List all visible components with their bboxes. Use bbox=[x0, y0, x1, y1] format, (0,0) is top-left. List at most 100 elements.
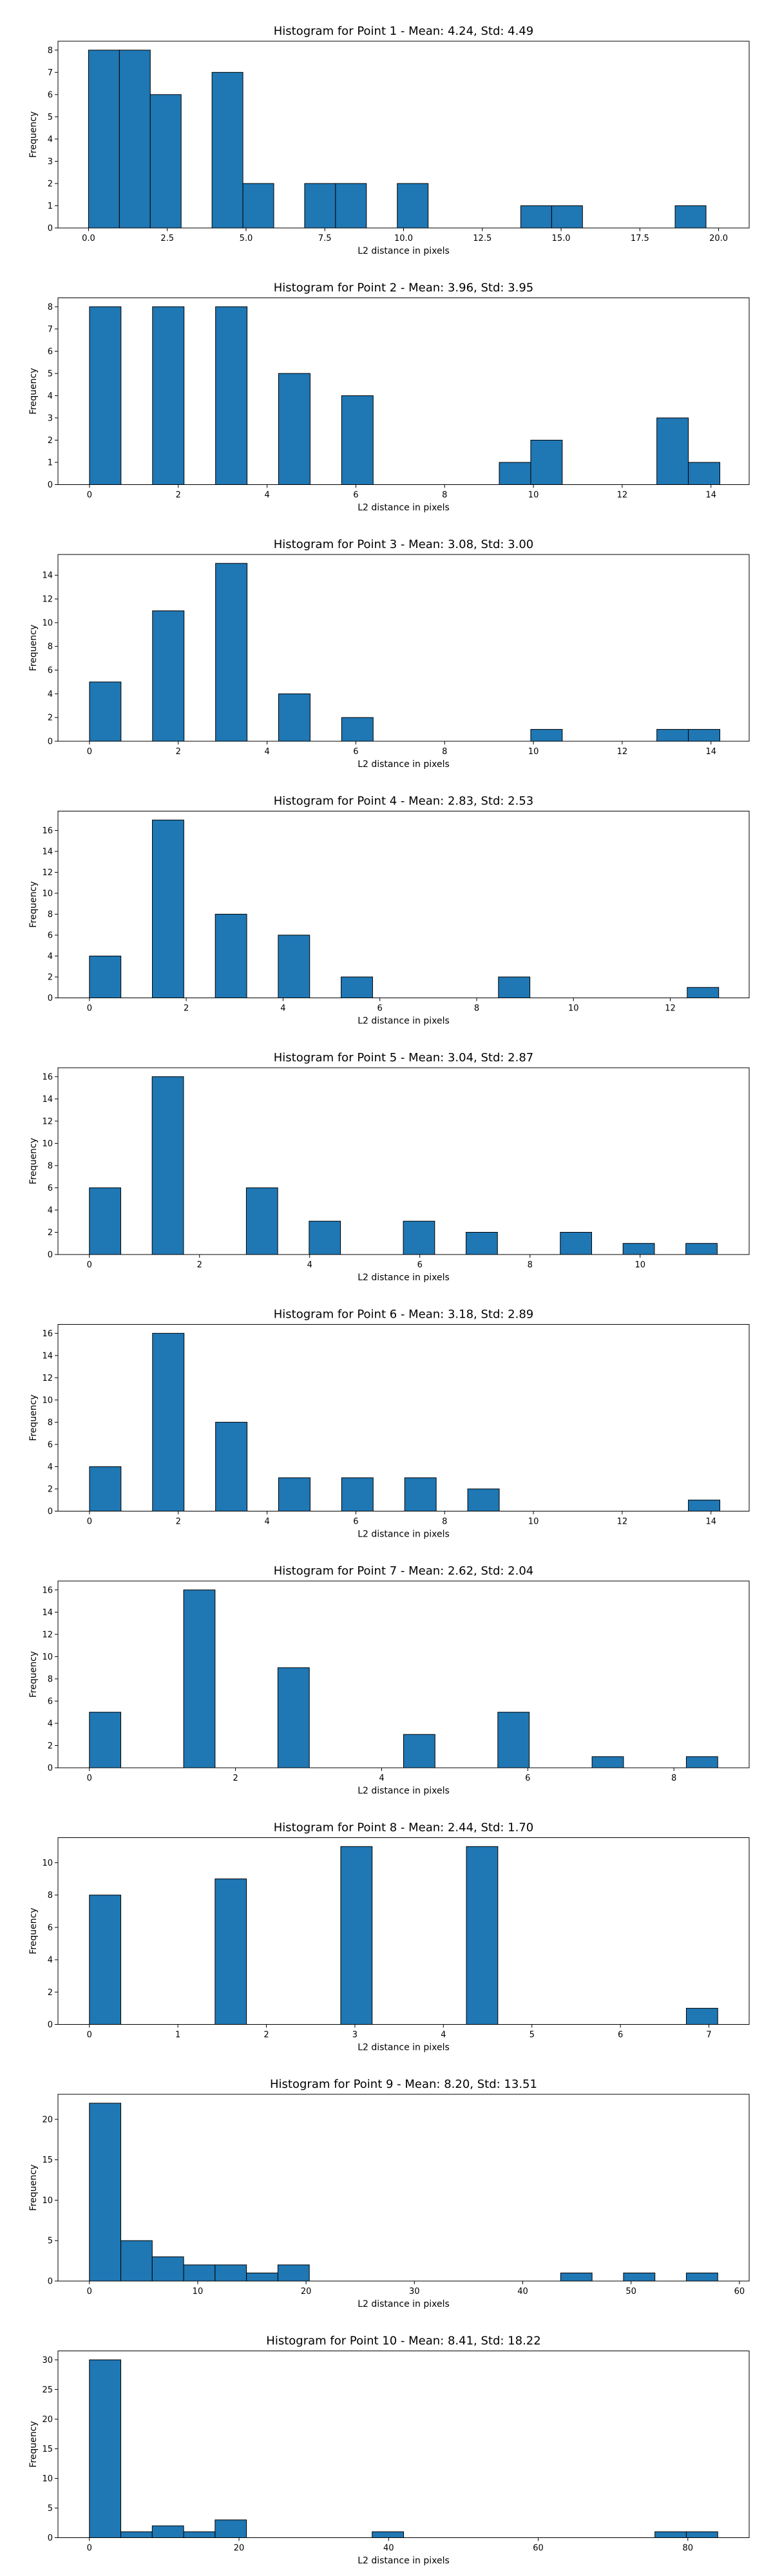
y-tick-label: 8 bbox=[48, 46, 53, 55]
y-tick-label: 14 bbox=[42, 1351, 53, 1361]
histogram-panel-2: Histogram for Point 2 - Mean: 3.96, Std:… bbox=[28, 281, 750, 513]
x-tick-label: 0.0 bbox=[82, 234, 95, 243]
y-tick-label: 10 bbox=[42, 1653, 53, 1662]
x-tick-label: 6 bbox=[525, 1774, 530, 1783]
x-tick-label: 8 bbox=[442, 491, 447, 500]
y-tick-label: 8 bbox=[48, 303, 53, 312]
y-tick-label: 12 bbox=[42, 1374, 53, 1383]
y-tick-label: 14 bbox=[42, 848, 53, 857]
y-tick-label: 2 bbox=[48, 1988, 53, 1998]
histogram-bar bbox=[687, 987, 720, 999]
y-axis-label: Frequency bbox=[28, 1394, 39, 1441]
histogram-bar bbox=[688, 1499, 721, 1511]
y-tick-label: 20 bbox=[42, 2415, 53, 2425]
y-tick-label: 5 bbox=[48, 113, 53, 122]
x-tick-label: 0 bbox=[87, 2031, 92, 2040]
y-tick-label: 4 bbox=[48, 1956, 53, 1965]
chart-title: Histogram for Point 8 - Mean: 2.44, Std:… bbox=[274, 1821, 534, 1835]
y-axis-label: Frequency bbox=[28, 111, 39, 158]
y-axis-label: Frequency bbox=[28, 1138, 39, 1184]
y-tick-label: 14 bbox=[42, 1608, 53, 1618]
y-tick-label: 7 bbox=[48, 325, 53, 334]
y-tick-label: 15 bbox=[42, 2445, 53, 2454]
x-tick-label: 7 bbox=[706, 2031, 711, 2040]
histogram-bar bbox=[467, 1488, 500, 1511]
x-tick-label: 4 bbox=[379, 1774, 384, 1783]
histogram-bar bbox=[466, 1231, 498, 1255]
x-tick-label: 4 bbox=[441, 2031, 446, 2040]
x-tick-label: 14 bbox=[705, 747, 716, 757]
y-tick-label: 6 bbox=[48, 1923, 53, 1933]
y-tick-label: 3 bbox=[48, 413, 53, 423]
x-tick-label: 17.5 bbox=[631, 234, 649, 243]
y-tick-label: 8 bbox=[48, 642, 53, 652]
histogram-bar bbox=[622, 1243, 655, 1255]
x-tick-label: 8 bbox=[528, 1260, 533, 1270]
y-tick-label: 14 bbox=[42, 571, 53, 581]
histogram-panel-3: Histogram for Point 3 - Mean: 3.08, Std:… bbox=[28, 538, 750, 770]
axes-frame bbox=[57, 2094, 750, 2282]
y-tick-label: 8 bbox=[48, 910, 53, 920]
x-tick-label: 2 bbox=[233, 1774, 238, 1783]
histogram-panel-5: Histogram for Point 5 - Mean: 3.04, Std:… bbox=[28, 1051, 750, 1283]
histogram-bar bbox=[246, 2272, 278, 2282]
x-tick-label: 30 bbox=[409, 2287, 420, 2297]
x-tick-label: 0 bbox=[87, 747, 92, 757]
histogram-bar bbox=[685, 2272, 718, 2282]
histogram-panel-6: Histogram for Point 6 - Mean: 3.18, Std:… bbox=[28, 1308, 750, 1540]
y-tick-label: 3 bbox=[48, 157, 53, 167]
y-tick-label: 25 bbox=[42, 2385, 53, 2395]
histogram-bar bbox=[120, 2531, 153, 2539]
y-axis-label: Frequency bbox=[28, 881, 39, 927]
histogram-bar bbox=[498, 976, 531, 998]
y-tick-label: 10 bbox=[42, 618, 53, 628]
histogram-bar bbox=[89, 956, 122, 999]
histogram-bar bbox=[89, 1466, 122, 1512]
y-axis-label: Frequency bbox=[28, 2421, 39, 2467]
x-tick-label: 6 bbox=[353, 747, 358, 757]
x-axis-label: L2 distance in pixels bbox=[358, 1273, 450, 1283]
y-tick-label: 10 bbox=[42, 2474, 53, 2484]
x-tick-label: 2.5 bbox=[160, 234, 174, 243]
x-tick-label: 3 bbox=[352, 2031, 358, 2040]
y-tick-label: 6 bbox=[48, 90, 53, 100]
y-tick-label: 0 bbox=[48, 480, 53, 490]
x-tick-label: 10 bbox=[635, 1260, 645, 1270]
x-axis-label: L2 distance in pixels bbox=[358, 1530, 450, 1540]
x-tick-label: 4 bbox=[280, 1004, 285, 1014]
axes-frame bbox=[57, 2351, 750, 2538]
x-tick-label: 12.5 bbox=[473, 234, 491, 243]
histogram-bar bbox=[88, 50, 120, 229]
y-tick-label: 14 bbox=[42, 1095, 53, 1104]
histogram-bar bbox=[497, 1712, 530, 1768]
y-tick-label: 6 bbox=[48, 666, 53, 676]
x-tick-label: 20 bbox=[301, 2287, 312, 2297]
histogram-bar bbox=[151, 1076, 184, 1255]
histogram-panel-7: Histogram for Point 7 - Mean: 2.62, Std:… bbox=[28, 1564, 750, 1796]
histogram-bar bbox=[89, 1895, 122, 2025]
y-axis-label: Frequency bbox=[28, 1651, 39, 1698]
chart-title: Histogram for Point 6 - Mean: 3.18, Std:… bbox=[274, 1308, 534, 1321]
y-tick-label: 4 bbox=[48, 952, 53, 961]
x-tick-label: 10 bbox=[568, 1004, 579, 1014]
histogram-bar bbox=[654, 2531, 687, 2539]
histogram-bar bbox=[277, 2264, 310, 2282]
x-tick-label: 7.5 bbox=[318, 234, 332, 243]
histogram-bar bbox=[152, 306, 185, 485]
x-tick-label: 40 bbox=[517, 2287, 528, 2297]
histogram-bar bbox=[89, 1187, 121, 1255]
y-axis-label: Frequency bbox=[28, 1908, 39, 1954]
histogram-bar bbox=[341, 395, 374, 486]
histogram-panel-1: Histogram for Point 1 - Mean: 4.24, Std:… bbox=[28, 24, 750, 256]
histogram-bar bbox=[119, 50, 151, 229]
x-axis-label: L2 distance in pixels bbox=[358, 2043, 450, 2053]
histogram-bar bbox=[304, 183, 336, 229]
histogram-bar bbox=[560, 1231, 592, 1255]
y-tick-label: 12 bbox=[42, 595, 53, 605]
x-tick-label: 10 bbox=[193, 2287, 204, 2297]
histogram-bar bbox=[215, 914, 247, 998]
x-tick-label: 4 bbox=[264, 747, 269, 757]
x-tick-label: 0 bbox=[87, 1774, 92, 1783]
histogram-bar bbox=[278, 373, 310, 486]
